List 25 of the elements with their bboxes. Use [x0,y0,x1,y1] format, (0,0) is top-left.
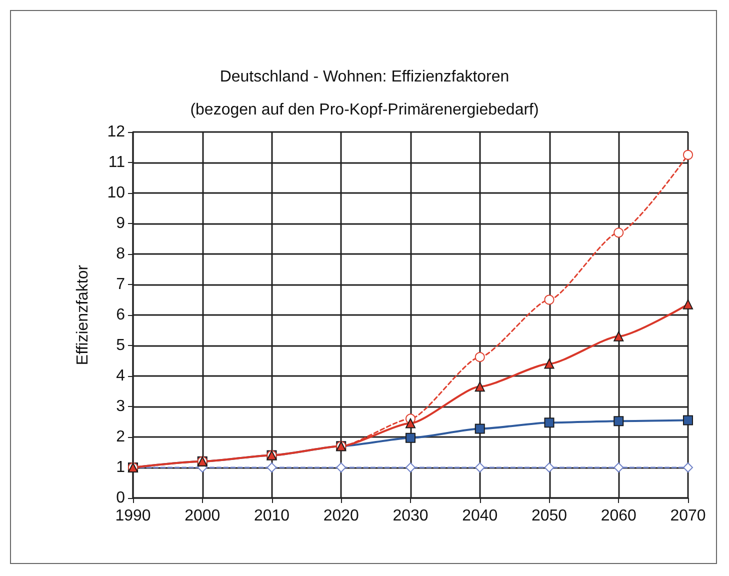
x-tick-label: 1990 [115,508,151,524]
y-tick-label: 7 [116,276,126,293]
y-tick-label: 10 [107,184,126,202]
x-tick-label: 2010 [254,508,290,524]
x-tick-label: 2060 [600,508,637,524]
y-tick-label: 8 [116,246,126,262]
x-tick-label: 2040 [462,508,498,524]
y-tick-label: 12 [107,124,126,140]
x-tick-label: 2020 [323,508,360,524]
y-tick-label: 6 [116,306,126,324]
y-tick-label: 1 [116,459,126,476]
y-tick-label: 3 [116,398,126,415]
x-tick-label: 2030 [392,508,428,524]
y-tick-label: 11 [108,154,126,171]
chart-title: Deutschland - Wohnen: Effizienzfaktoren [220,68,510,86]
y-tick-label: 4 [116,368,126,384]
y-tick-label: 2 [116,428,126,446]
y-tick-label: 5 [116,337,126,354]
y-axis-title: Effizienzfaktor [74,264,92,366]
chart-subtitle: (bezogen auf den Pro-Kopf-Primärenergiebedarf) [190,102,539,118]
x-tick-label: 2070 [670,508,706,524]
x-tick-label: 2000 [184,508,220,524]
x-tick-label: 2050 [531,508,568,524]
y-tick-label: 9 [116,215,126,232]
y-tick-label: 0 [116,490,126,506]
